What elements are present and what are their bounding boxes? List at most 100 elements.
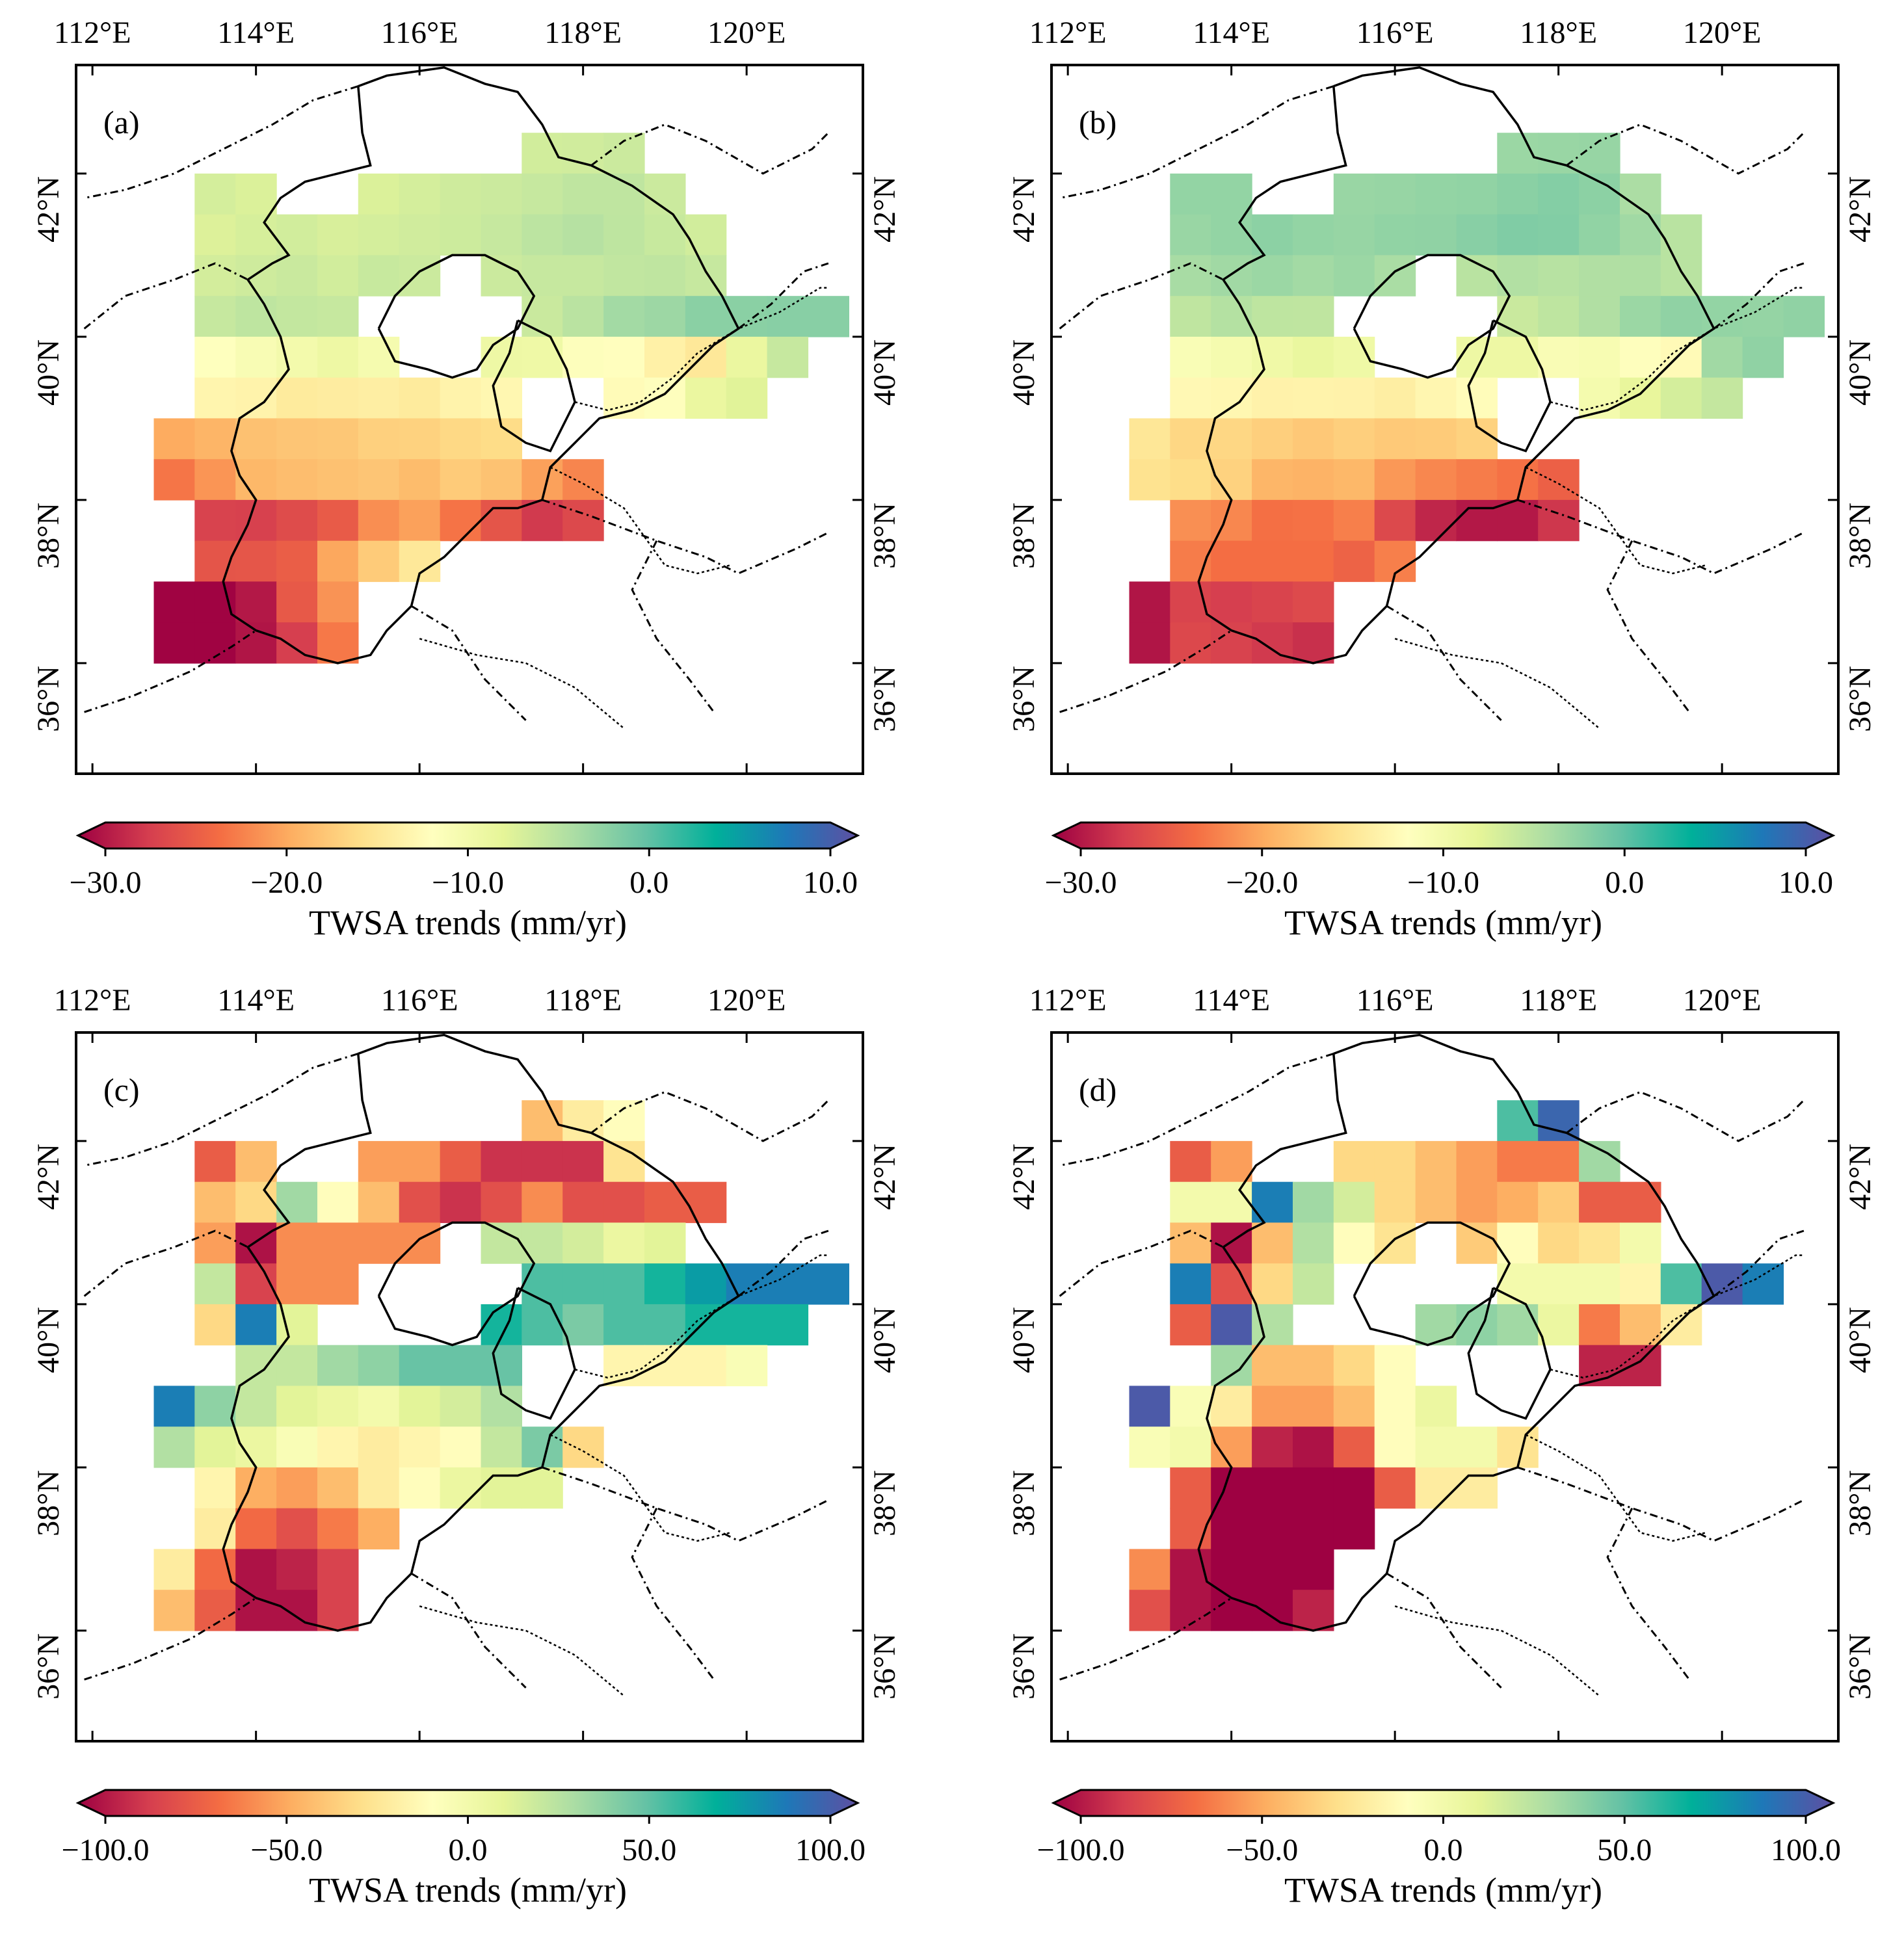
grid-cell [1129,459,1170,501]
grid-cell [1497,173,1539,215]
grid-cell [1293,418,1334,460]
panel-label: (c) [103,1072,140,1108]
province-boundary-dashed [542,1466,829,1542]
grid-cell [1170,255,1211,296]
grid-cell [481,336,522,378]
colorbar-tick-label: 10.0 [1778,865,1833,900]
grid-cell [194,214,236,256]
province-boundary-dashed [1566,1090,1805,1142]
grid-cell [1620,377,1661,419]
grid-cell [1211,377,1252,419]
grid-cell [399,1140,441,1183]
grid-cell [399,377,441,419]
grid-cell [317,1263,359,1305]
grid-cell [317,622,359,664]
panel-a: (a) 112°E 114°E 116°E 118°E 120°E 36°N 3… [31,16,902,942]
grid-cell [317,1549,359,1590]
grid-cell [399,499,441,542]
grid-cell [1293,296,1334,337]
province-boundary-dashed [1059,85,1334,200]
colorbar-ticks [104,848,832,856]
grid-cell [1211,1508,1252,1550]
grid-cell [1497,214,1539,256]
grid-cell [726,377,768,419]
province-boundary-dashed [1386,605,1502,721]
grid-cell [1660,1263,1702,1305]
grid-cell [685,377,727,419]
grid-cell [562,173,604,215]
grid-cell [481,1181,522,1224]
grid-cell [358,255,400,296]
grid-cell [276,540,318,583]
province-boundary-dashed [1566,123,1805,175]
grid-cell [440,1345,482,1387]
grid-cell [276,296,318,337]
grid-cell [481,255,522,296]
grid-cell [1456,214,1498,256]
grid-cell [644,214,686,256]
grid-cell [1374,1467,1416,1509]
grid-cell [317,1427,359,1468]
grid-cell [603,255,645,296]
grid-cell [1129,1549,1170,1590]
grid-cell [1456,459,1498,501]
province-boundary [377,254,536,379]
grid-cell [235,1345,277,1387]
grid-cell [1415,214,1457,256]
grid-cell [562,1263,604,1305]
colorbar-title: TWSA trends (mm/yr) [1284,903,1602,942]
axis-ticks [1051,1032,1838,1741]
grid-cell [1129,622,1170,664]
grid-cell [194,1467,236,1509]
grid-cell [317,418,359,460]
grid-cell [685,1263,727,1305]
province-boundary [1353,254,1511,379]
lon-label-112: 112°E [1029,16,1107,50]
panel-d: (d) 112°E 114°E 116°E 118°E 120°E 36°N 3… [1007,983,1877,1910]
grid-cell [153,1427,195,1468]
grid-cell [1170,581,1211,623]
grid-cell [1293,1345,1334,1387]
grid-cell [399,1345,441,1387]
grid-cell [153,1549,195,1590]
grid-cell [276,1345,318,1387]
grid-cell [1538,1263,1580,1305]
grid-cell [1170,418,1211,460]
grid-cell [481,1304,522,1346]
grid-cell [1497,255,1539,296]
grid-cell [1497,296,1539,337]
grid-cell [276,1549,318,1590]
grid-cell [522,173,563,215]
grid-cell [1660,214,1702,256]
grid-cell [1293,1549,1334,1590]
lon-label-116: 116°E [1356,983,1434,1018]
grid-cell [1252,1386,1293,1427]
grid-cell [481,1345,522,1387]
grid-cell [1293,1263,1334,1305]
grid-cell [1293,1222,1334,1264]
grid-cell [481,1427,522,1468]
grid-cell [399,255,441,296]
grid-cell [1252,1508,1293,1550]
grid-cell [194,1386,236,1427]
grid-cell [726,1304,768,1346]
lat-label-36: 36°N [1007,666,1041,732]
grid-cell [194,255,236,296]
grid-cell [1333,1345,1375,1387]
grid-cell [1170,1386,1211,1427]
latitude-labels-left: 36°N 38°N 40°N 42°N [31,1144,66,1700]
grid-cell [235,214,277,256]
grid-cell [235,540,277,583]
grid-cell [1211,540,1252,583]
grid-cell [1456,1304,1498,1346]
grid-cell [767,296,809,337]
grid-cell [1252,214,1293,256]
grid-cell [1374,1222,1416,1264]
grid-cell [1456,1467,1498,1509]
grid-cell [1293,1427,1334,1468]
grid-cell [1497,459,1539,501]
lon-label-118: 118°E [544,983,622,1018]
grid-cell [153,418,195,460]
grid-cell [1742,296,1784,337]
